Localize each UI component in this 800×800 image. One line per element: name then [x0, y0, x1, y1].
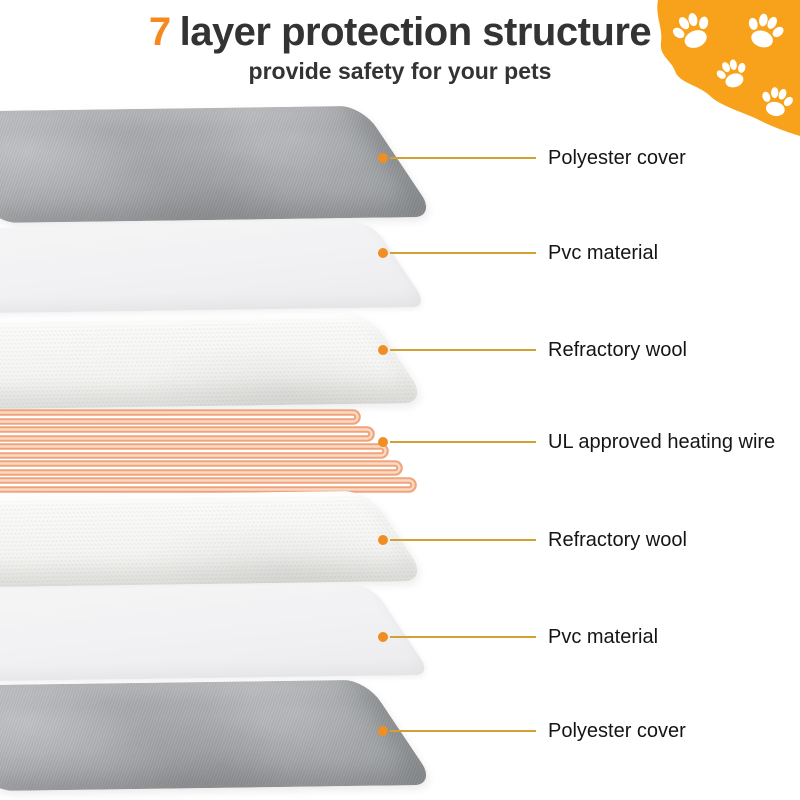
- title-number: 7: [148, 10, 171, 54]
- title-text: layer protection structure: [179, 10, 652, 54]
- leader-layer-3: Refractory wool: [378, 337, 687, 363]
- layer-refractory-wool-bottom: [0, 490, 429, 588]
- header: 7 layer protection structure provide safe…: [0, 10, 800, 85]
- leader-line: [390, 636, 536, 638]
- paw-blob-decoration: [657, 0, 800, 136]
- page-title: 7 layer protection structure: [0, 10, 800, 54]
- layer-label: Pvc material: [548, 241, 659, 264]
- layer-pvc-material-top: [0, 222, 429, 314]
- layer-label: UL approved heating wire: [548, 430, 776, 453]
- leader-line: [390, 349, 536, 351]
- layer-label: Refractory wool: [548, 528, 687, 551]
- leader-layer-2: Pvc material: [378, 240, 658, 266]
- leader-line: [390, 252, 536, 254]
- leader-layer-1: Polyester cover: [378, 145, 686, 171]
- leader-line: [390, 730, 536, 732]
- layer-polyester-cover-bottom: [0, 679, 437, 792]
- leader-dot: [378, 437, 388, 447]
- leader-layer-6: Pvc material: [378, 624, 658, 650]
- wire-outer: [0, 409, 417, 493]
- page-subtitle: provide safety for your pets: [248, 58, 552, 84]
- leader-layer-7: Polyester cover: [378, 718, 686, 744]
- leader-layer-4: UL approved heating wire: [378, 429, 775, 455]
- leader-dot: [378, 248, 388, 258]
- leader-dot: [378, 153, 388, 163]
- layer-pvc-material-bottom: [0, 585, 432, 682]
- leader-dot: [378, 345, 388, 355]
- layer-refractory-wool-top: [0, 312, 429, 410]
- wire-inner: [0, 411, 415, 491]
- layer-label: Refractory wool: [548, 338, 687, 361]
- leader-line: [390, 441, 536, 443]
- leader-dot: [378, 535, 388, 545]
- layer-label: Polyester cover: [548, 719, 686, 742]
- leader-dot: [378, 726, 388, 736]
- layer-label: Pvc material: [548, 625, 659, 648]
- leader-layer-5: Refractory wool: [378, 527, 687, 553]
- leader-dot: [378, 632, 388, 642]
- leader-line: [390, 539, 536, 541]
- leader-line: [390, 157, 536, 159]
- heating-wire-graphic: [0, 409, 417, 493]
- layer-label: Polyester cover: [548, 146, 686, 169]
- layer-polyester-cover-top: [0, 105, 437, 223]
